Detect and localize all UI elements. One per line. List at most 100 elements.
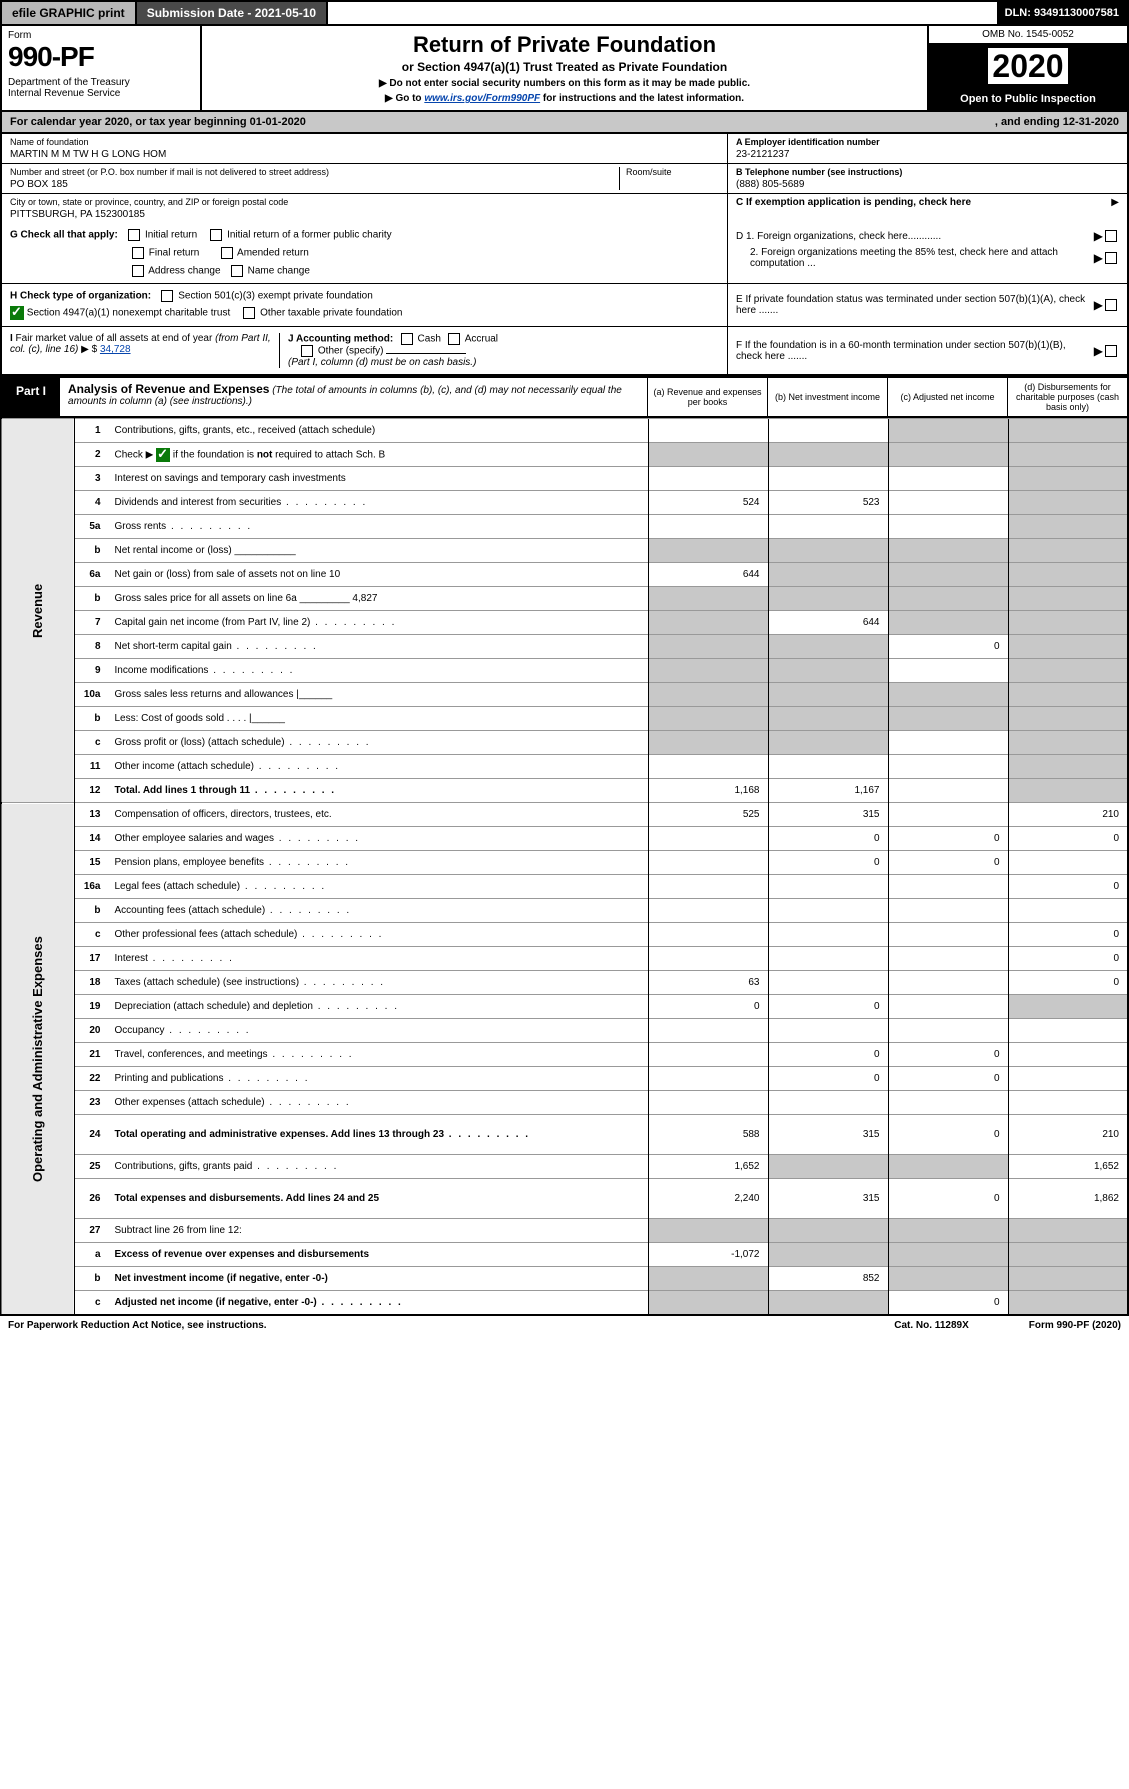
header-left: Form 990-PF Department of the Treasury I… (2, 26, 202, 110)
d1-checkbox[interactable] (1105, 230, 1117, 242)
row-desc: Interest on savings and temporary cash i… (109, 467, 649, 491)
f-checkbox[interactable] (1105, 345, 1117, 357)
row-number: 20 (75, 1019, 109, 1043)
row-number: 15 (75, 851, 109, 875)
row-number: 10a (75, 683, 109, 707)
g-address-checkbox[interactable] (132, 265, 144, 277)
row-desc: Printing and publications (109, 1067, 649, 1091)
grid-row: 4Dividends and interest from securities5… (1, 491, 1128, 515)
j-cash: Cash (418, 334, 441, 345)
grid-row: 15Pension plans, employee benefits00 (1, 851, 1128, 875)
omb-number: OMB No. 1545-0052 (929, 26, 1127, 44)
efile-button[interactable]: efile GRAPHIC print (2, 2, 137, 24)
grid-row: bNet investment income (if negative, ent… (1, 1267, 1128, 1291)
row-number: 24 (75, 1115, 109, 1155)
row-desc: Interest (109, 947, 649, 971)
row-number: c (75, 923, 109, 947)
open-to-public: Open to Public Inspection (929, 89, 1127, 110)
row-desc: Less: Cost of goods sold . . . . |______ (109, 707, 649, 731)
part1-title-main: Analysis of Revenue and Expenses (68, 382, 269, 396)
g-address: Address change (148, 266, 220, 277)
dln-label: DLN: 93491130007581 (997, 2, 1127, 24)
topbar-fill (328, 2, 997, 24)
row-desc: Gross rents (109, 515, 649, 539)
row-desc: Taxes (attach schedule) (see instruction… (109, 971, 649, 995)
row-desc: Subtract line 26 from line 12: (109, 1219, 649, 1243)
part1-title: Analysis of Revenue and Expenses (The to… (60, 378, 647, 416)
row-number: 18 (75, 971, 109, 995)
row-number: 4 (75, 491, 109, 515)
h-4947-checkbox[interactable] (10, 306, 24, 320)
row-desc: Check ▶ if the foundation is not require… (109, 443, 649, 467)
ein-value: 23-2121237 (736, 149, 1119, 160)
j-accrual-checkbox[interactable] (448, 333, 460, 345)
g-initial-former-checkbox[interactable] (210, 229, 222, 241)
hint-2: ▶ Go to www.irs.gov/Form990PF for instru… (212, 93, 917, 104)
grid-row: 3Interest on savings and temporary cash … (1, 467, 1128, 491)
row-desc: Adjusted net income (if negative, enter … (109, 1291, 649, 1315)
e-label: E If private foundation status was termi… (736, 294, 1094, 316)
grid-row: 14Other employee salaries and wages000 (1, 827, 1128, 851)
row-number: a (75, 1243, 109, 1267)
h-other-checkbox[interactable] (243, 307, 255, 319)
grid-row: 7Capital gain net income (from Part IV, … (1, 611, 1128, 635)
checks-row-gd: G Check all that apply: Initial return I… (0, 223, 1129, 284)
row-number: 25 (75, 1155, 109, 1179)
row-number: 3 (75, 467, 109, 491)
g-final: Final return (149, 248, 200, 259)
checks-row-ijf: I Fair market value of all assets at end… (0, 327, 1129, 376)
g-amended: Amended return (237, 248, 309, 259)
row-number: 26 (75, 1179, 109, 1219)
g-final-checkbox[interactable] (132, 247, 144, 259)
c-arrow: ▶ (1111, 197, 1119, 208)
grid-row: 9Income modifications (1, 659, 1128, 683)
checks-ij: I Fair market value of all assets at end… (2, 327, 727, 374)
hint-1: ▶ Do not enter social security numbers o… (212, 78, 917, 89)
row-number: 2 (75, 443, 109, 467)
g-amended-checkbox[interactable] (221, 247, 233, 259)
room-label: Room/suite (626, 167, 719, 177)
grid-row: 24Total operating and administrative exp… (1, 1115, 1128, 1155)
name-label: Name of foundation (10, 137, 719, 147)
e-checkbox[interactable] (1105, 299, 1117, 311)
i-label: I Fair market value of all assets at end… (10, 333, 271, 355)
g-name-checkbox[interactable] (231, 265, 243, 277)
e-arrow: ▶ (1094, 298, 1103, 312)
row-number: 12 (75, 779, 109, 803)
g-label: G Check all that apply: (10, 230, 118, 241)
row-desc: Total operating and administrative expen… (109, 1115, 649, 1155)
row-number: 17 (75, 947, 109, 971)
row-number: b (75, 539, 109, 563)
j-cash-checkbox[interactable] (401, 333, 413, 345)
sch-b-checkbox[interactable] (156, 448, 170, 462)
ein-label: A Employer identification number (736, 137, 1119, 147)
row-desc: Excess of revenue over expenses and disb… (109, 1243, 649, 1267)
j-other-checkbox[interactable] (301, 345, 313, 357)
row-number: 13 (75, 803, 109, 827)
calendar-year-row: For calendar year 2020, or tax year begi… (0, 112, 1129, 134)
grid-row: cAdjusted net income (if negative, enter… (1, 1291, 1128, 1315)
d2-arrow: ▶ (1094, 251, 1103, 265)
row-desc: Gross sales price for all assets on line… (109, 587, 649, 611)
grid-row: cOther professional fees (attach schedul… (1, 923, 1128, 947)
city-label: City or town, state or province, country… (10, 197, 719, 207)
h-501c3: Section 501(c)(3) exempt private foundat… (178, 291, 373, 302)
addr-label: Number and street (or P.O. box number if… (10, 167, 619, 177)
checks-d: D 1. Foreign organizations, check here..… (727, 223, 1127, 283)
h-501c3-checkbox[interactable] (161, 290, 173, 302)
row-desc: Total expenses and disbursements. Add li… (109, 1179, 649, 1219)
side-label-expenses: Operating and Administrative Expenses (1, 803, 75, 1315)
g-initial-checkbox[interactable] (128, 229, 140, 241)
row-number: 11 (75, 755, 109, 779)
row-number: 7 (75, 611, 109, 635)
irs-link[interactable]: www.irs.gov/Form990PF (424, 93, 540, 104)
cal-right: , and ending 12-31-2020 (995, 116, 1119, 128)
col-d-header: (d) Disbursements for charitable purpose… (1007, 378, 1127, 416)
checks-f: F If the foundation is in a 60-month ter… (727, 327, 1127, 374)
form-label: Form (8, 30, 194, 41)
identity-block: Name of foundation MARTIN M M TW H G LON… (0, 134, 1129, 223)
i-value: 34,728 (100, 344, 131, 355)
d2-checkbox[interactable] (1105, 252, 1117, 264)
checks-e: E If private foundation status was termi… (727, 284, 1127, 326)
row-desc: Contributions, gifts, grants paid (109, 1155, 649, 1179)
